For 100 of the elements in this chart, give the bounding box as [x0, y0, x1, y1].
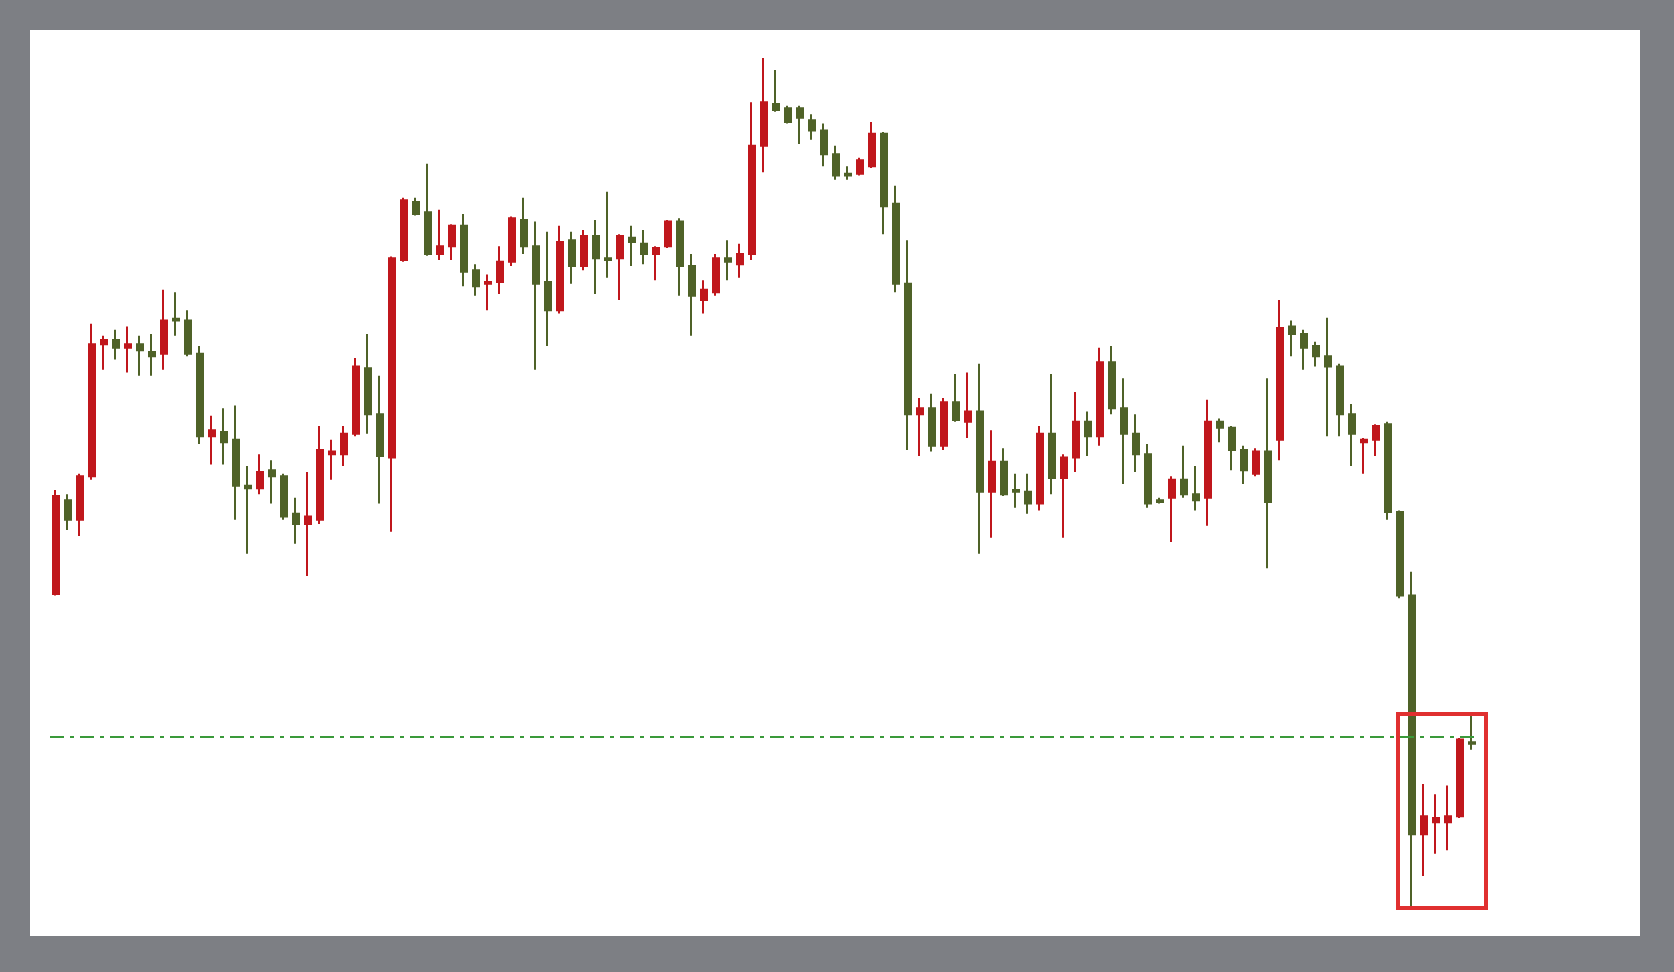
candlestick: [1348, 402, 1356, 468]
candlestick: [1120, 377, 1128, 485]
candlestick: [1252, 447, 1260, 478]
candlestick: [952, 373, 960, 423]
candlestick: [760, 57, 768, 174]
candlestick: [712, 252, 720, 297]
candlestick: [148, 333, 156, 377]
candlestick: [100, 334, 108, 371]
candlestick: [772, 68, 780, 113]
candlestick: [328, 438, 336, 481]
candlestick: [1204, 398, 1212, 527]
candlestick: [724, 239, 732, 282]
candlestick: [1024, 472, 1032, 515]
candlestick: [628, 224, 636, 267]
candlestick: [1144, 442, 1152, 509]
candlestick: [1324, 316, 1332, 438]
candlestick: [136, 334, 144, 377]
candlestick: [1096, 346, 1104, 447]
candlestick: [1012, 472, 1020, 509]
candlestick: [1360, 436, 1368, 475]
candlestick: [916, 396, 924, 457]
candlestick: [904, 239, 912, 451]
candlestick: [268, 459, 276, 505]
candlestick: [508, 215, 516, 267]
candlestick: [1072, 390, 1080, 474]
candlestick: [700, 279, 708, 315]
candlestick: [208, 414, 216, 466]
candlestick: [796, 104, 804, 146]
candlestick: [484, 273, 492, 312]
candlestick: [808, 113, 816, 141]
candlestick: [520, 196, 528, 255]
candlestick: [664, 218, 672, 249]
candlestick: [112, 328, 120, 361]
candlestick: [1048, 373, 1056, 496]
candlestick: [1276, 298, 1284, 462]
candlestick: [364, 333, 372, 435]
candlestick: [748, 101, 756, 261]
candlestick: [1312, 340, 1320, 368]
candlestick: [532, 220, 540, 371]
candlestick: [1108, 344, 1116, 416]
candlestick: [1168, 475, 1176, 543]
candlestick: [556, 224, 564, 315]
candlestick: [652, 245, 660, 282]
candlestick: [352, 356, 360, 438]
candlestick: [124, 325, 132, 374]
candlestick: [220, 407, 228, 466]
candlestick: [1084, 410, 1092, 457]
candlestick: [1060, 453, 1068, 539]
candlestick: [544, 230, 552, 347]
candlestick: [412, 196, 420, 217]
candlestick: [1384, 420, 1392, 521]
candlestick: [88, 322, 96, 481]
candlestick: [424, 162, 432, 257]
candlestick: [1156, 496, 1164, 505]
candlestick: [196, 344, 204, 445]
candlestick: [736, 242, 744, 279]
candlestick: [844, 165, 852, 181]
candlestick: [1468, 714, 1476, 751]
candlestick: [1000, 447, 1008, 497]
candlestick: [964, 371, 972, 439]
candlestick: [388, 255, 396, 533]
candlestick: [784, 104, 792, 125]
candlestick: [616, 233, 624, 301]
candlestick: [1300, 328, 1308, 371]
candlestick: [604, 190, 612, 279]
candlestick: [1240, 444, 1248, 485]
candlestick: [172, 291, 180, 337]
candlestick: [184, 309, 192, 358]
candlestick: [568, 230, 576, 285]
candlestick: [1444, 784, 1452, 852]
candlestick: [376, 374, 384, 505]
candlestick: [880, 131, 888, 236]
candlestick: [1288, 319, 1296, 358]
candlestick: [1456, 736, 1464, 819]
candlestick: [292, 496, 300, 545]
candlestick: [76, 472, 84, 537]
candlestick: [160, 288, 168, 371]
candlestick: [1420, 782, 1428, 877]
candlestick: [304, 471, 312, 578]
candlestick: [52, 488, 60, 597]
candlestick: [1216, 417, 1224, 444]
candlestick: [1372, 423, 1380, 457]
candlestick: [472, 263, 480, 297]
candlestick: [592, 218, 600, 295]
candlestick: [832, 144, 840, 181]
candlestick: [1192, 465, 1200, 512]
candlestick: [580, 229, 588, 272]
candlestick: [316, 425, 324, 526]
candlestick: [496, 245, 504, 295]
candlestick: [244, 465, 252, 555]
candlestick: [256, 453, 264, 496]
candlestick: [436, 208, 444, 261]
candlestick: [64, 493, 72, 532]
candlestick: [1336, 362, 1344, 438]
candlestick: [400, 196, 408, 263]
candlestick: [988, 429, 996, 539]
candlestick: [1432, 793, 1440, 855]
candlestick: [460, 212, 468, 288]
candlestick: [976, 362, 984, 555]
candlestick: [676, 217, 684, 297]
